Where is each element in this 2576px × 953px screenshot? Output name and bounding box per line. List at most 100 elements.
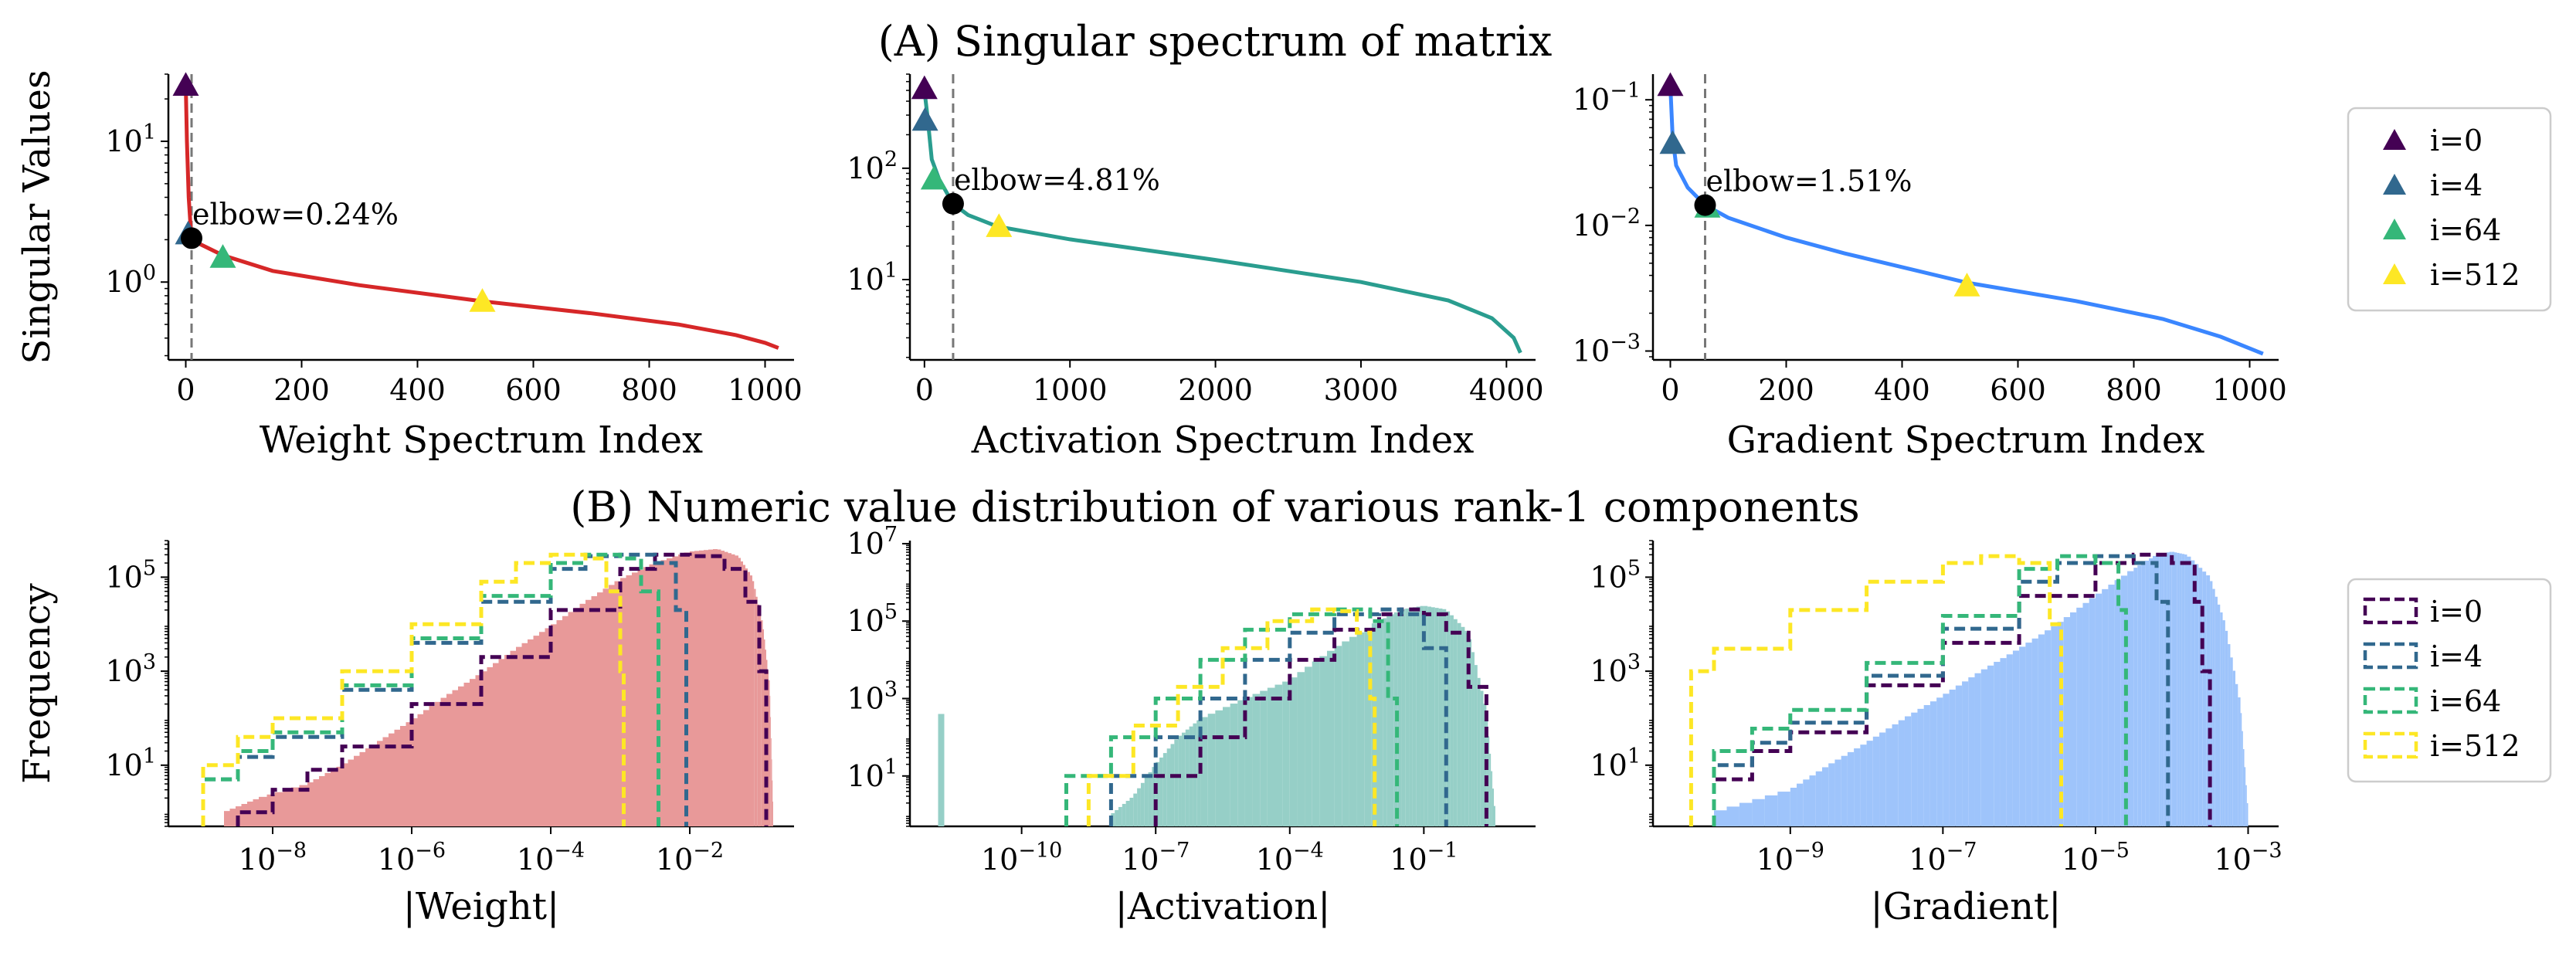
histogram-bar: [1200, 717, 1208, 826]
histogram-bar: [1427, 606, 1431, 826]
histogram-bar: [1752, 799, 1765, 826]
x-tick-label: 400: [389, 373, 446, 407]
histogram-bar: [761, 620, 763, 826]
histogram-bar: [1178, 735, 1182, 826]
histogram-bar: [1474, 665, 1478, 826]
histogram-bar: [1892, 724, 1899, 826]
histogram-bar: [299, 785, 307, 826]
histogram-bar: [2246, 803, 2248, 826]
histogram-bar: [632, 572, 638, 826]
histogram-bar: [1841, 755, 1848, 826]
histogram-bar: [1133, 793, 1138, 826]
histogram-bar: [365, 748, 372, 826]
histogram-bar: [637, 569, 643, 826]
marker-i-512: [1953, 273, 1980, 297]
histogram-bar: [1144, 777, 1149, 826]
histogram-bar: [579, 603, 585, 826]
histogram-bar: [757, 604, 759, 826]
histogram-bar: [1764, 795, 1778, 826]
histogram-bar: [1442, 609, 1447, 826]
histogram-bar: [585, 599, 592, 826]
histogram-bar: [1955, 685, 1963, 826]
histogram-bar: [1847, 751, 1855, 826]
histogram-bar: [463, 682, 470, 826]
histogram-bar: [342, 763, 348, 826]
x-axis-label: |Weight|: [403, 885, 559, 928]
histogram-bar: [528, 639, 534, 826]
histogram-bar: [766, 660, 768, 826]
legend-label: i=64: [2430, 684, 2501, 718]
histogram-bar: [1854, 748, 1861, 826]
histogram-bar: [602, 588, 609, 826]
histogram-bar: [738, 558, 741, 826]
histogram-bar: [1949, 689, 1956, 826]
histogram-bar: [772, 801, 773, 826]
x-tick-label: 600: [505, 373, 562, 407]
histogram-bar: [2089, 598, 2096, 826]
histogram-bar: [672, 556, 678, 826]
histogram-bar: [1461, 626, 1465, 826]
histogram-bar: [1885, 728, 1892, 826]
histogram-bar: [2038, 634, 2045, 826]
histogram-bar: [1115, 809, 1118, 826]
histogram-bar: [1174, 739, 1179, 826]
histogram-bar: [1162, 753, 1167, 826]
histogram-bar: [1379, 619, 1383, 826]
spectrum-curve: [184, 85, 779, 350]
histogram-bar: [626, 575, 632, 826]
histogram-bar: [2171, 551, 2174, 826]
histogram-bar: [2102, 588, 2109, 826]
histogram-bar: [2179, 553, 2182, 826]
histogram-bar: [678, 554, 684, 826]
histogram-bar: [2153, 555, 2157, 826]
y-tick-label: 103: [847, 678, 898, 716]
histogram-bar: [2235, 683, 2238, 826]
histogram-bar: [1860, 744, 1867, 826]
histogram-bar: [371, 744, 377, 826]
histogram-bar: [539, 632, 545, 826]
histogram-bar: [481, 671, 487, 826]
histogram-bar: [759, 612, 762, 826]
y-tick-label: 101: [105, 744, 156, 782]
weight-spectrum-chart: 0 200 400 600 800 1000 100 101 Weight Spectrum I…: [15, 70, 803, 462]
marker-i-0: [911, 75, 938, 100]
elbow-label: elbow=0.24%: [192, 197, 399, 231]
legend-frame: [2347, 107, 2552, 312]
marker-i-64: [920, 165, 947, 190]
histogram-bar: [2145, 560, 2150, 826]
x-tick-label: 10−3: [2214, 839, 2282, 877]
histogram-bar: [1207, 714, 1216, 826]
histogram-bar: [2174, 552, 2177, 826]
histogram-bar: [417, 714, 423, 826]
histogram-bar: [562, 616, 568, 826]
histogram-bar: [1289, 677, 1298, 826]
histogram-bar: [2238, 697, 2241, 826]
histogram-bar: [377, 741, 383, 826]
dist-line-i-512: [1688, 554, 2063, 826]
activation-spectrum-chart: 0 1000 2000 3000 4000 101 102 Activation Spectr…: [847, 73, 1544, 462]
histogram-bar: [667, 558, 673, 826]
histogram-bar: [1356, 632, 1365, 826]
histogram-bar: [771, 738, 772, 826]
histogram-bar: [1349, 636, 1357, 826]
histogram-bar: [1334, 646, 1342, 826]
histogram-bar: [1809, 775, 1816, 826]
legend-markers: i=0 i=4 i=64 i=512: [2347, 107, 2552, 312]
histogram-bar: [348, 759, 354, 826]
histogram-bar: [1122, 803, 1126, 826]
histogram-bar: [1401, 609, 1406, 826]
histogram-bar: [750, 575, 752, 826]
dist-line-i-0: [236, 552, 769, 826]
histogram-bar: [1342, 641, 1349, 826]
x-tick-label: 0: [176, 373, 195, 407]
histogram-bar: [2114, 580, 2121, 826]
x-axis-label: Weight Spectrum Index: [260, 419, 703, 462]
histogram-bar: [2051, 626, 2058, 826]
histogram-bar: [1464, 630, 1469, 826]
histogram-bar: [1420, 605, 1424, 826]
dist-line-i-512: [201, 552, 626, 826]
histogram-bar: [769, 680, 770, 826]
histogram-bar: [1879, 732, 1886, 826]
x-tick-label: 400: [1874, 373, 1930, 407]
histogram-bar: [2242, 748, 2245, 826]
